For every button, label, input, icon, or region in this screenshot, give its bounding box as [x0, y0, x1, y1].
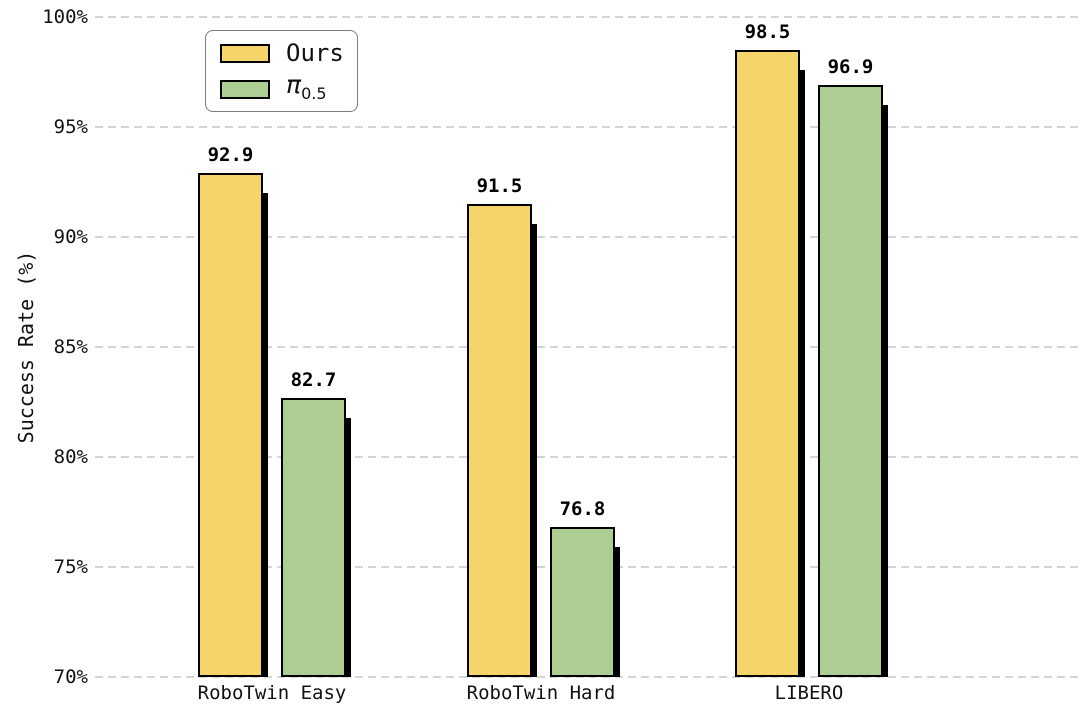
y-axis-title: Success Rate (%) [14, 250, 38, 444]
bar-ours-robotwin-easy [198, 173, 263, 677]
legend-label-pi05: π0.5 [286, 69, 327, 103]
legend-swatch-pi05 [220, 79, 270, 99]
y-tick-label-75: 75% [53, 556, 88, 578]
y-tick-label-70: 70% [53, 666, 88, 688]
y-tick-label-100: 100% [42, 6, 88, 28]
legend-swatch-ours [220, 43, 270, 63]
y-tick-label-80: 80% [53, 446, 88, 468]
gridline-95 [95, 126, 1080, 128]
value-label-ours-libero: 98.5 [744, 21, 791, 43]
bar-ours-robotwin-hard [467, 204, 532, 677]
gridline-80 [95, 456, 1080, 458]
value-label-0-5-libero: 96.9 [827, 56, 874, 79]
y-tick-label-85: 85% [53, 336, 88, 358]
value-label-ours-robotwin-easy: 92.9 [207, 144, 254, 167]
x-tick-label-libero: LIBERO [774, 682, 844, 704]
gridline-90 [95, 236, 1080, 238]
legend-label-ours: Ours [286, 39, 344, 67]
legend-item-pi05: π0.5 [220, 70, 343, 103]
x-tick-label-robotwin-hard: RoboTwin Hard [466, 682, 616, 704]
gridline-85 [95, 346, 1080, 348]
value-label-0-5-robotwin-easy: 82.7 [290, 368, 337, 391]
bar-0-5-robotwin-easy [281, 397, 346, 677]
y-tick-label-95: 95% [53, 116, 88, 138]
legend: Ours π0.5 [205, 30, 358, 112]
bar-ours-libero [735, 50, 800, 677]
legend-item-ours: Ours [220, 39, 344, 67]
x-tick-label-robotwin-easy: RoboTwin Easy [197, 682, 347, 704]
gridline-70 [95, 676, 1080, 678]
y-tick-label-90: 90% [53, 226, 88, 248]
value-label-0-5-robotwin-hard: 76.8 [559, 498, 606, 521]
bar-0-5-robotwin-hard [550, 527, 615, 677]
bar-0-5-libero [818, 85, 883, 677]
value-label-ours-robotwin-hard: 91.5 [476, 175, 523, 197]
gridline-100 [95, 16, 1080, 18]
